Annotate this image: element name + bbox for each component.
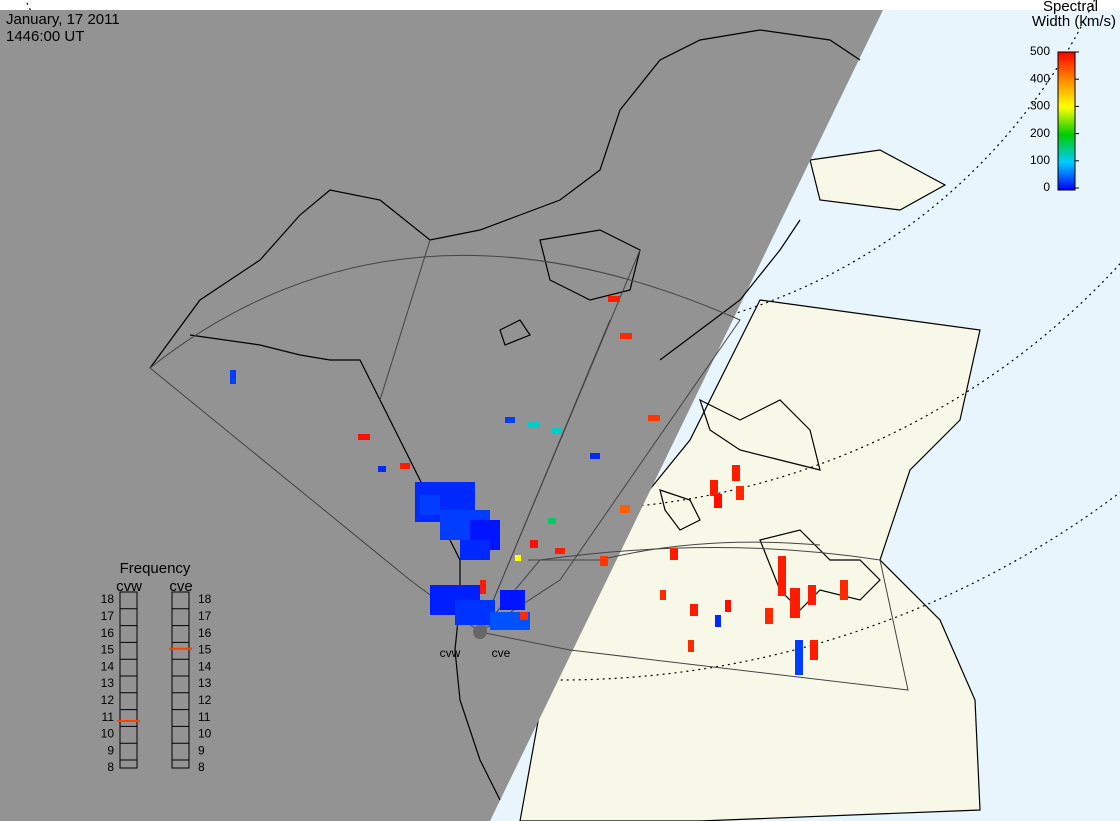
frequency-tick-label: 10	[101, 727, 115, 741]
site-label: cvw	[440, 646, 461, 660]
echo	[600, 556, 608, 566]
echo	[480, 580, 486, 594]
echo	[648, 415, 660, 421]
echo	[455, 600, 495, 625]
frequency-tick-label: 11	[102, 710, 115, 724]
echo	[515, 555, 521, 561]
frequency-title: Frequency	[120, 560, 191, 577]
field-of-view	[149, 239, 909, 691]
radar-site	[473, 625, 487, 639]
echo	[808, 585, 816, 605]
echo	[710, 480, 718, 496]
echoes	[230, 296, 848, 675]
frequency-tick-label: 13	[101, 676, 115, 690]
echo	[790, 588, 800, 618]
frequency-tick-label: 14	[101, 659, 115, 673]
frequency-tick-label: 18	[101, 592, 115, 606]
land	[809, 149, 947, 211]
frequency-tick-label: 11	[198, 710, 211, 724]
frequency-tick-label: 8	[107, 760, 114, 774]
echo	[555, 548, 565, 554]
colorbar-title: Spectral	[1043, 0, 1098, 15]
echo	[732, 465, 740, 481]
colorbar-title: Width (km/s)	[1032, 13, 1116, 30]
echo	[690, 604, 698, 616]
colorbar-tick-label: 200	[1030, 126, 1050, 140]
echo	[810, 640, 818, 660]
frequency-tick-label: 15	[101, 643, 115, 657]
colorbar	[1057, 51, 1076, 191]
frequency-tick-label: 14	[198, 659, 212, 673]
echo	[520, 612, 528, 620]
echo	[620, 333, 632, 339]
frequency-tick-label: 12	[101, 693, 115, 707]
echo	[725, 600, 731, 612]
echo	[500, 590, 525, 610]
echo	[420, 495, 440, 515]
frequency-tick-label: 15	[198, 643, 212, 657]
echo	[528, 422, 540, 428]
echo	[552, 428, 562, 434]
echo	[530, 540, 538, 548]
echo	[378, 466, 386, 472]
radar-name: cvw	[116, 578, 142, 595]
date: January, 17 2011	[6, 11, 120, 28]
echo	[778, 556, 786, 596]
echo	[460, 540, 490, 560]
colorbar-tick-label: 300	[1030, 99, 1050, 113]
frequency-tick-label: 16	[101, 626, 115, 640]
echo	[840, 580, 848, 600]
frequency-tick-label: 18	[198, 592, 212, 606]
echo	[688, 640, 694, 652]
frequency-tick-label: 17	[198, 609, 212, 623]
frequency-tick-label: 10	[198, 727, 212, 741]
frequency-tick-label: 8	[198, 760, 205, 774]
frequency-tick-label: 13	[198, 676, 212, 690]
echo	[590, 453, 600, 459]
site-label: cve	[492, 646, 511, 660]
echo	[608, 296, 620, 302]
radar-name: cve	[169, 578, 192, 595]
frequency-tick-label: 12	[198, 693, 212, 707]
echo	[548, 518, 556, 524]
echo	[795, 640, 803, 675]
colorbar-tick-label: 100	[1030, 153, 1050, 167]
coastlines	[149, 29, 881, 801]
night-region	[0, 10, 883, 821]
echo	[660, 590, 666, 600]
colorbar-tick-label: 400	[1030, 71, 1050, 85]
echo	[620, 505, 630, 513]
frequency-tick-label: 16	[198, 626, 212, 640]
echo	[400, 463, 410, 469]
frequency-tick-label: 9	[198, 743, 205, 757]
echo	[714, 494, 722, 508]
echo	[670, 548, 678, 560]
time: 1446:00 UT	[6, 28, 84, 45]
colorbar-tick-label: 0	[1043, 180, 1050, 194]
colorbar-tick-label: 500	[1030, 44, 1050, 58]
echo	[505, 417, 515, 423]
frequency-tick-label: 9	[107, 743, 114, 757]
frequency-tick-label: 17	[101, 609, 115, 623]
echo	[230, 370, 236, 384]
echo	[358, 434, 370, 440]
echo	[765, 608, 773, 624]
echo	[736, 486, 744, 500]
echo	[715, 615, 721, 627]
